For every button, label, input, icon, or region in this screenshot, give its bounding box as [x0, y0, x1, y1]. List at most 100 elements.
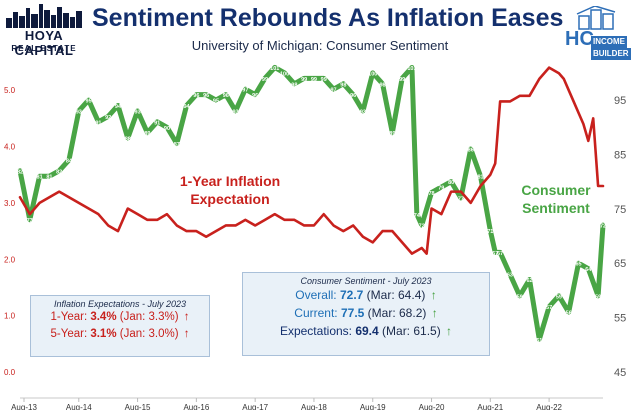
inflation-row-5y: 5-Year: 3.1% (Jan: 3.0%) ↑	[31, 326, 209, 343]
left-axis-tick-label: 0.0	[4, 368, 16, 377]
sentiment-data-label: 96	[223, 93, 229, 99]
sentiment-box-title: Consumer Sentiment - July 2023	[300, 276, 432, 286]
row-compare: (Jan: 3.3%)	[116, 311, 179, 323]
sentiment-data-label: 93	[76, 109, 82, 115]
sentiment-data-label: 92	[105, 115, 111, 121]
chart-subtitle: University of Michigan: Consumer Sentime…	[191, 38, 449, 53]
right-axis-tick-label: 75	[614, 204, 626, 216]
row-value: 77.5	[340, 306, 365, 320]
row-value: 69.4	[355, 324, 379, 338]
inflation-label-line2: Expectation	[190, 191, 270, 207]
sentiment-data-label: 99	[321, 77, 327, 83]
logo-wordmark: HOYA CAPITAL	[14, 28, 74, 58]
sentiment-data-label: 65	[575, 262, 581, 268]
income-builder-logo: HC INCOME BUILDER	[565, 6, 637, 62]
sentiment-series-line	[17, 64, 606, 342]
inflation-box-title: Inflation Expectations - July 2023	[53, 299, 187, 309]
x-axis-tick-label: Aug-21	[477, 403, 503, 410]
sentiment-data-label: 77	[458, 196, 464, 202]
right-axis-tick-label: 65	[614, 258, 626, 270]
right-axis-tick-label: 55	[614, 313, 626, 325]
row-compare: (Jan: 3.0%)	[116, 328, 179, 340]
row-label: Current:	[294, 306, 341, 320]
sentiment-data-label: 101	[270, 66, 279, 72]
sentiment-data-label: 86	[468, 148, 474, 154]
logo-monogram: HC	[565, 28, 594, 50]
x-axis-tick-label: Aug-22	[536, 403, 562, 410]
sentiment-data-label: 93	[233, 109, 239, 115]
x-axis-tick-label: Aug-16	[183, 403, 209, 410]
right-axis-tick-label: 85	[614, 149, 626, 161]
sentiment-data-label: 96	[193, 93, 199, 99]
sentiment-data-label: 72	[419, 224, 425, 230]
sentiment-label-line2: Sentiment	[522, 200, 590, 216]
sentiment-data-label: 56	[566, 311, 572, 317]
sentiment-data-label: 73	[27, 218, 33, 224]
sentiment-data-label: 59	[556, 294, 562, 300]
up-arrow-icon: ↑	[183, 328, 190, 340]
sentiment-data-label: 79	[438, 186, 444, 192]
sentiment-data-label: 81	[477, 175, 483, 181]
row-value: 3.4%	[90, 311, 117, 323]
sentiment-data-label: 57	[546, 305, 552, 311]
sentiment-data-label: 96	[203, 93, 209, 99]
sentiment-data-label: 87	[174, 142, 180, 148]
x-axis-tick-label: Aug-14	[66, 403, 92, 410]
sentiment-data-label: 71	[487, 229, 493, 235]
sentiment-data-label: 80	[448, 180, 454, 186]
building-icon	[576, 6, 616, 30]
sentiment-data-label: 62	[526, 278, 532, 284]
row-compare: (Mar: 64.4)	[363, 288, 426, 302]
sentiment-data-label: 67	[497, 251, 503, 257]
sentiment-data-label: 89	[144, 131, 150, 137]
hoya-capital-logo: HOYA CAPITAL REAL ESTATE	[4, 4, 84, 58]
up-arrow-icon: ↑	[446, 324, 453, 338]
inflation-series-label: 1-Year Inflation Expectation	[165, 172, 295, 208]
logo-builder-text: BUILDER	[591, 48, 631, 60]
sentiment-label-line1: Consumer	[521, 182, 591, 198]
sentiment-data-label: 95	[86, 99, 92, 105]
sentiment-data-label: 82	[17, 169, 23, 175]
sentiment-row-expectations: Expectations: 69.4 (Mar: 61.5) ↑	[243, 322, 489, 340]
sentiment-data-label: 51	[536, 338, 542, 344]
row-label: 5-Year:	[50, 328, 91, 340]
sentiment-data-label: 93	[360, 109, 366, 115]
left-axis-tick-label: 3.0	[4, 199, 16, 208]
sentiment-data-label: 99	[311, 77, 317, 83]
sentiment-data-label: 94	[184, 104, 191, 110]
inflation-label-line1: 1-Year Inflation	[179, 173, 281, 189]
sentiment-data-label: 95	[213, 99, 219, 105]
sentiment-data-label: 84	[66, 158, 73, 164]
skyline-icon	[6, 4, 82, 28]
x-axis-tick-label: Aug-19	[360, 403, 386, 410]
sentiment-row-current: Current: 77.5 (Mar: 68.2) ↑	[243, 304, 489, 322]
sentiment-data-label: 81	[37, 175, 43, 181]
sentiment-data-label: 100	[280, 71, 289, 77]
sentiment-data-label: 97	[242, 88, 248, 94]
inflation-expectations-box: Inflation Expectations - July 2023 1-Yea…	[30, 295, 210, 357]
right-axis-tick-label: 45	[614, 367, 626, 379]
row-compare: (Mar: 61.5)	[378, 324, 441, 338]
x-axis-tick-label: Aug-18	[301, 403, 327, 410]
sentiment-data-label: 94	[115, 104, 122, 110]
sentiment-data-label: 63	[507, 273, 513, 279]
sentiment-data-label: 89	[389, 131, 395, 137]
sentiment-data-label: 91	[95, 120, 101, 126]
row-value: 72.7	[339, 288, 364, 302]
sentiment-row-overall: Overall: 72.7 (Mar: 64.4) ↑	[243, 286, 489, 304]
sentiment-data-label: 81	[46, 175, 52, 181]
sentiment-data-label: 99	[262, 77, 268, 83]
logo-tagline: REAL ESTATE	[11, 44, 77, 53]
sentiment-data-label: 98	[291, 82, 297, 88]
right-axis-tick-label: 95	[614, 95, 626, 107]
x-axis-tick-label: Aug-15	[125, 403, 151, 410]
sentiment-data-label: 88	[125, 137, 131, 143]
sentiment-data-label: 82	[56, 169, 62, 175]
row-value: 3.1%	[90, 328, 117, 340]
inflation-row-1y: 1-Year: 3.4% (Jan: 3.3%) ↑	[31, 309, 209, 326]
x-axis-tick-label: Aug-20	[419, 403, 445, 410]
logo-income-text: INCOME	[591, 36, 627, 48]
sentiment-data-label: 74	[414, 213, 421, 219]
